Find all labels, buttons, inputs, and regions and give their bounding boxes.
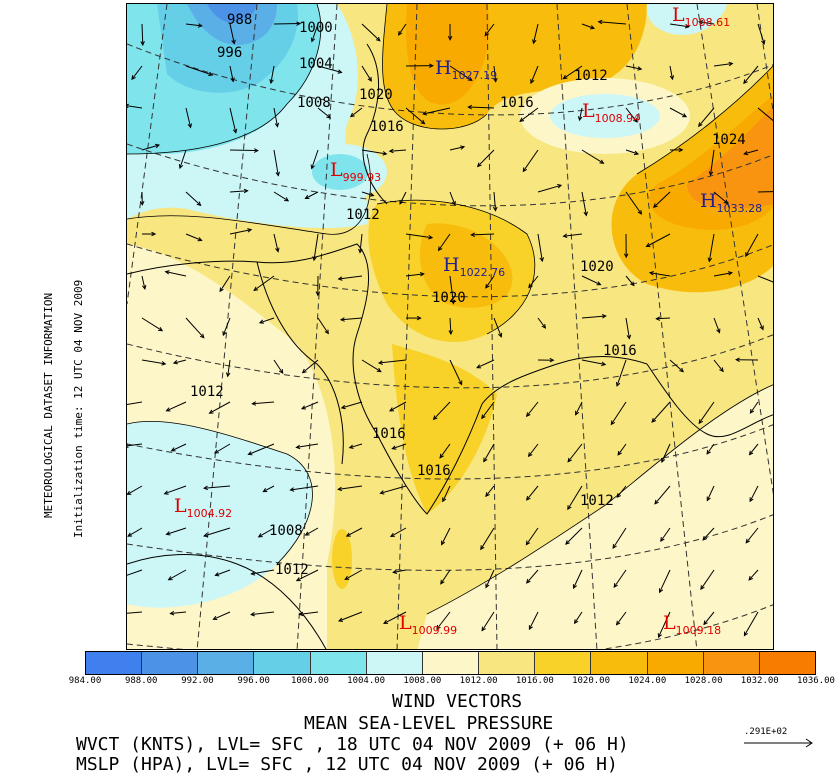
isobar-label: 1016 [370,119,404,135]
colorbar-cell [648,652,704,674]
isobar-label: 988 [227,12,252,28]
vector-scale-label: .291E+02 [744,727,787,737]
colorbar-tick-label: 1032.00 [741,676,779,686]
isobar-label: 1012 [190,384,224,400]
colorbar-tick-label: 1028.00 [685,676,723,686]
isobar-label: 1000 [299,20,333,36]
footer-title: WIND VECTORS [392,691,522,712]
colorbar-cell [704,652,760,674]
isobar-label: 1008 [269,523,303,539]
colorbar-cell [311,652,367,674]
colorbar-tick-label: 1016.00 [516,676,554,686]
colorbar-tick-label: 988.00 [125,676,158,686]
vector-scale-arrow [744,738,816,748]
colorbar-cell [535,652,591,674]
isobar-label: 1024 [712,132,746,148]
colorbar-cell [479,652,535,674]
colorbar-tick-label: 1008.00 [403,676,441,686]
colorbar-tick-label: 1020.00 [572,676,610,686]
isobar-label: 996 [217,45,242,61]
footer-subtitle: MEAN SEA-LEVEL PRESSURE [304,713,553,734]
colorbar-tick-label: 984.00 [69,676,102,686]
side-title-line1: METEOROLOGICAL DATASET INFORMATION [42,293,55,518]
isobar-label: 1012 [580,493,614,509]
isobar-label: 1012 [275,562,309,578]
colorbar [85,651,816,675]
side-title-line2: Initialization time: 12 UTC 04 NOV 2009 [72,280,85,538]
colorbar-tick-label: 1000.00 [291,676,329,686]
footer-wvct-info: WVCT (KNTS), LVL= SFC , 18 UTC 04 NOV 20… [76,734,629,755]
isobar-label: 1016 [500,95,534,111]
footer-mslp-info: MSLP (HPA), LVL= SFC , 12 UTC 04 NOV 200… [76,754,618,775]
colorbar-cell [86,652,142,674]
isobar-label: 1016 [417,463,451,479]
colorbar-cell [142,652,198,674]
colorbar-cell [254,652,310,674]
isobar-label: 1016 [372,426,406,442]
colorbar-tick-label: 992.00 [181,676,214,686]
isobar-label: 1020 [580,259,614,275]
colorbar-cell [423,652,479,674]
zone-blob [332,529,352,589]
isobar-label: 1012 [574,68,608,84]
colorbar-tick-label: 1004.00 [347,676,385,686]
isobar-label: 1016 [603,343,637,359]
colorbar-tick-label: 1012.00 [460,676,498,686]
isobar-label: 1008 [297,95,331,111]
colorbar-cell [760,652,815,674]
isobar-label: 1004 [299,56,333,72]
colorbar-tick-label: 1024.00 [628,676,666,686]
colorbar-cell [367,652,423,674]
isobar-label: 1020 [359,87,393,103]
map-canvas: 988 1000 996 1004 1008 1020 1016 1016 10… [127,4,774,650]
colorbar-cell [198,652,254,674]
side-title: METEOROLOGICAL DATASET INFORMATION Initi… [44,200,64,530]
colorbar-cell [591,652,647,674]
colorbar-tick-label: 996.00 [237,676,270,686]
pressure-map: 988 1000 996 1004 1008 1020 1016 1016 10… [126,3,774,650]
isobar-label: 1020 [432,290,466,306]
colorbar-tick-label: 1036.00 [797,676,835,686]
isobar-label: 1012 [346,207,380,223]
